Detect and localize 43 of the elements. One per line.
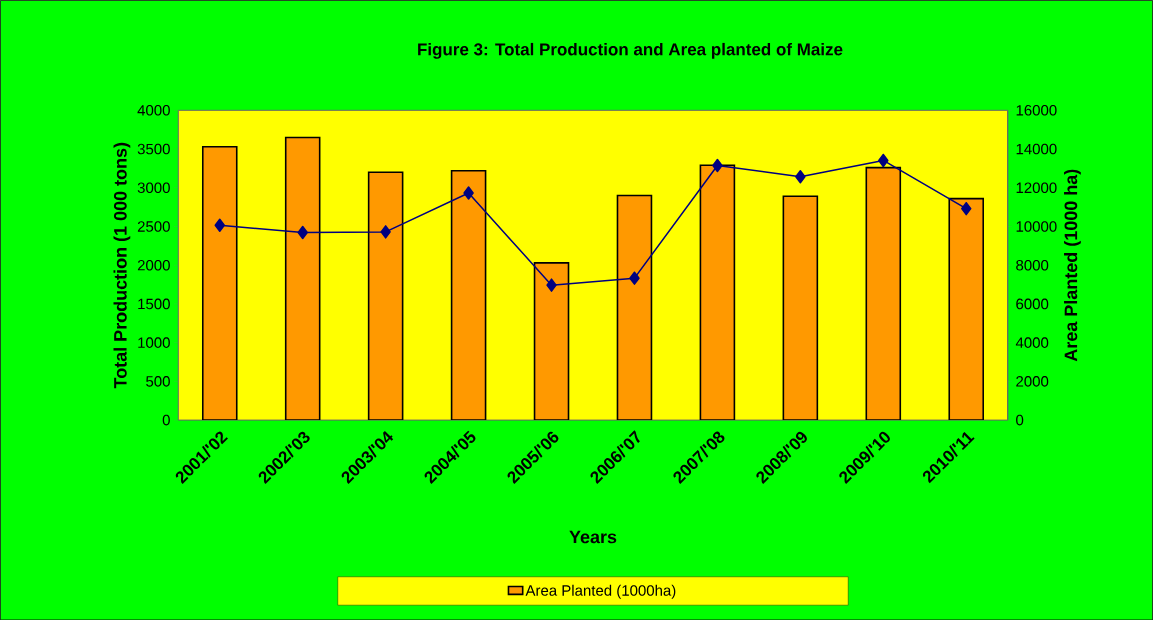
y2-tick-label: 10000 (1016, 221, 1057, 232)
point (380, 224, 391, 239)
y2-tick-label: 12000 (1016, 182, 1057, 193)
y-tick-label: 2500 (137, 221, 170, 232)
y-tick-label: 4000 (137, 104, 170, 116)
y2-axis-title: Area Planted (1000 ha) (1064, 169, 1081, 362)
x-axis-title: Years (569, 530, 617, 544)
point (463, 186, 474, 200)
point (214, 218, 225, 232)
bar (699, 164, 736, 420)
chart-title: Figure 3: Total Production and Area planted of Maize (418, 42, 843, 59)
bar (284, 136, 321, 420)
y2-tick-label: 0 (1016, 414, 1024, 426)
y2-tick-label: 8000 (1016, 259, 1049, 271)
y-tick-label: 1000 (138, 337, 170, 348)
y2-tick-label: 4000 (1015, 337, 1049, 348)
point (795, 169, 806, 184)
y-tick-label: 1500 (138, 298, 170, 310)
point (546, 278, 557, 292)
bar (201, 145, 238, 420)
bar (450, 169, 487, 420)
y2-tick-label: 6000 (1016, 298, 1049, 310)
legend-label: Area Planted (1000ha) (525, 584, 676, 599)
y-tick-label: 3000 (137, 182, 170, 193)
bar (616, 194, 653, 420)
y-tick-label: 0 (162, 414, 170, 426)
y-tick-label: 2000 (137, 259, 170, 271)
bar (782, 195, 819, 420)
y-axis-title: Total Production (1 000 tons) (113, 142, 131, 389)
y2-tick-label: 16000 (1016, 104, 1057, 116)
point (878, 153, 889, 168)
point (712, 158, 723, 173)
y2-tick-label: 14000 (1016, 143, 1057, 155)
point (960, 201, 972, 216)
bar (865, 166, 902, 420)
point (297, 225, 308, 240)
y-tick-label: 500 (146, 375, 170, 387)
bar (367, 171, 404, 420)
y-tick-label: 3500 (137, 143, 170, 155)
point (629, 271, 640, 285)
bar (533, 261, 570, 420)
bar (948, 197, 985, 420)
y2-tick-label: 2000 (1016, 375, 1049, 387)
